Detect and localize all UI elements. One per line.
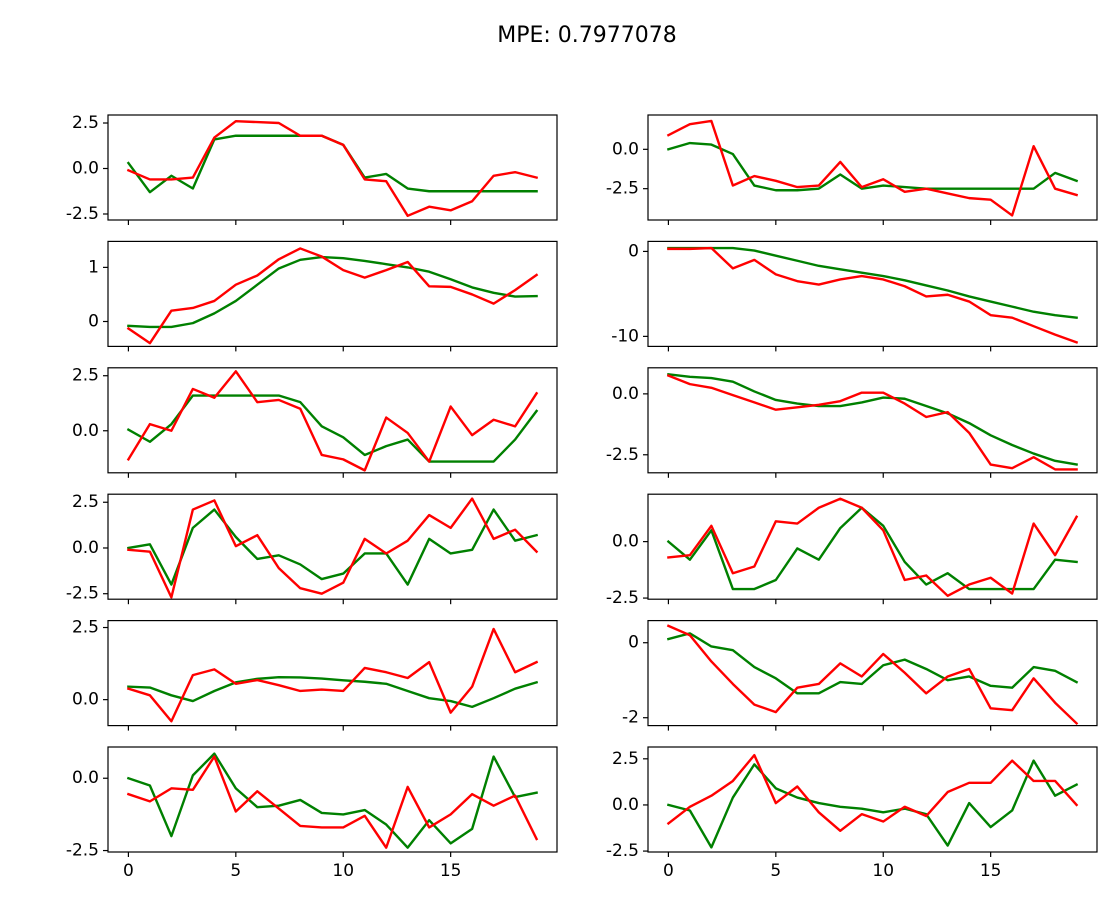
series-line bbox=[127, 675, 539, 709]
series-line bbox=[666, 759, 1079, 849]
y-tick-label: -2.5 bbox=[66, 584, 99, 604]
axes-frame bbox=[647, 240, 1098, 347]
series-line bbox=[126, 370, 539, 472]
subplot: 2.5 0.0 bbox=[72, 366, 558, 478]
subplot: 2.5 0.0 -2.5 bbox=[66, 492, 558, 605]
series-line bbox=[666, 374, 1078, 471]
y-tick-label: -2.5 bbox=[66, 841, 99, 861]
x-tick-label: 15 bbox=[440, 861, 462, 881]
y-tick-label: 2.5 bbox=[72, 366, 99, 386]
y-tick-label: 0.0 bbox=[72, 690, 99, 710]
series-line bbox=[126, 755, 539, 849]
subplot: 0.0 -2.5 bbox=[606, 367, 1098, 478]
axes-frame bbox=[647, 619, 1098, 727]
x-tick-label: 15 bbox=[980, 861, 1002, 881]
y-tick-label: 1 bbox=[88, 257, 99, 277]
series-line bbox=[127, 497, 539, 599]
axes-frame bbox=[107, 367, 558, 474]
series-line bbox=[667, 246, 1078, 320]
axes-frame bbox=[647, 367, 1098, 474]
series-line bbox=[126, 627, 539, 723]
y-tick-label: 0.0 bbox=[612, 384, 639, 404]
y-tick-label: -2.5 bbox=[606, 841, 639, 861]
series-line bbox=[666, 141, 1079, 192]
y-tick-label: 0.0 bbox=[612, 532, 639, 552]
series-line bbox=[126, 119, 539, 218]
y-tick-label: 0.0 bbox=[612, 139, 639, 159]
series-line bbox=[666, 624, 1079, 726]
y-tick-label: 0 bbox=[628, 241, 639, 261]
series-line bbox=[126, 394, 539, 463]
x-tick-label: 0 bbox=[123, 861, 134, 881]
series-line bbox=[667, 373, 1078, 466]
x-tick-label: 0 bbox=[663, 861, 674, 881]
series-line bbox=[127, 255, 538, 329]
subplot: 2.5 0.0 -2.5 0 5 10 15 bbox=[606, 746, 1098, 881]
axes-frame bbox=[107, 619, 558, 727]
figure-title: MPE: 0.7977078 bbox=[497, 23, 677, 48]
subplot: 10 bbox=[88, 240, 558, 352]
subplot: 0 -2 bbox=[622, 619, 1098, 731]
y-tick-label: -2.5 bbox=[606, 179, 639, 199]
series-line bbox=[666, 119, 1079, 217]
axes-frame bbox=[107, 240, 558, 347]
y-tick-label: -10 bbox=[611, 326, 639, 346]
y-tick-label: 2.5 bbox=[72, 113, 99, 133]
series-line bbox=[666, 632, 1079, 695]
subplot: 0 -10 bbox=[611, 240, 1098, 352]
axes-frame bbox=[107, 746, 558, 853]
subplot: 0.0 -2.5 0 5 10 15 bbox=[66, 746, 558, 881]
y-tick-label: -2.5 bbox=[606, 445, 639, 465]
x-tick-label: 5 bbox=[770, 861, 781, 881]
subplot: 2.5 0.0 bbox=[72, 618, 558, 731]
y-tick-label: 2.5 bbox=[72, 618, 99, 638]
series-line bbox=[666, 506, 1078, 591]
subplot: 2.5 0.0 -2.5 bbox=[66, 113, 558, 225]
axes-frame bbox=[107, 114, 558, 221]
series-line bbox=[667, 246, 1079, 344]
y-tick-label: 0.0 bbox=[72, 768, 99, 788]
y-tick-label: 0.0 bbox=[72, 159, 99, 179]
y-tick-label: 0.0 bbox=[72, 538, 99, 558]
series-line bbox=[666, 753, 1079, 832]
axes-frame bbox=[647, 746, 1098, 853]
series-line bbox=[667, 497, 1079, 598]
subplot: 0.0 -2.5 bbox=[606, 493, 1098, 608]
subplot: 0.0 -2.5 bbox=[606, 114, 1098, 225]
y-tick-label: 0.0 bbox=[612, 795, 639, 815]
y-tick-label: -2 bbox=[622, 708, 639, 728]
y-tick-label: 0 bbox=[628, 633, 639, 653]
y-tick-label: 2.5 bbox=[612, 749, 639, 769]
axes-frame bbox=[647, 493, 1098, 600]
y-tick-label: 2.5 bbox=[72, 492, 99, 512]
y-tick-label: 0.0 bbox=[72, 421, 99, 441]
series-line bbox=[126, 247, 539, 345]
y-tick-label: -2.5 bbox=[66, 204, 99, 224]
y-tick-label: -2.5 bbox=[606, 588, 639, 608]
axes-frame bbox=[647, 114, 1098, 221]
x-tick-label: 10 bbox=[332, 861, 354, 881]
axes-frame bbox=[107, 493, 558, 600]
x-tick-label: 10 bbox=[872, 861, 894, 881]
y-tick-label: 0 bbox=[88, 312, 99, 332]
series-line bbox=[126, 752, 539, 849]
series-line bbox=[127, 508, 539, 586]
x-tick-label: 5 bbox=[230, 861, 241, 881]
